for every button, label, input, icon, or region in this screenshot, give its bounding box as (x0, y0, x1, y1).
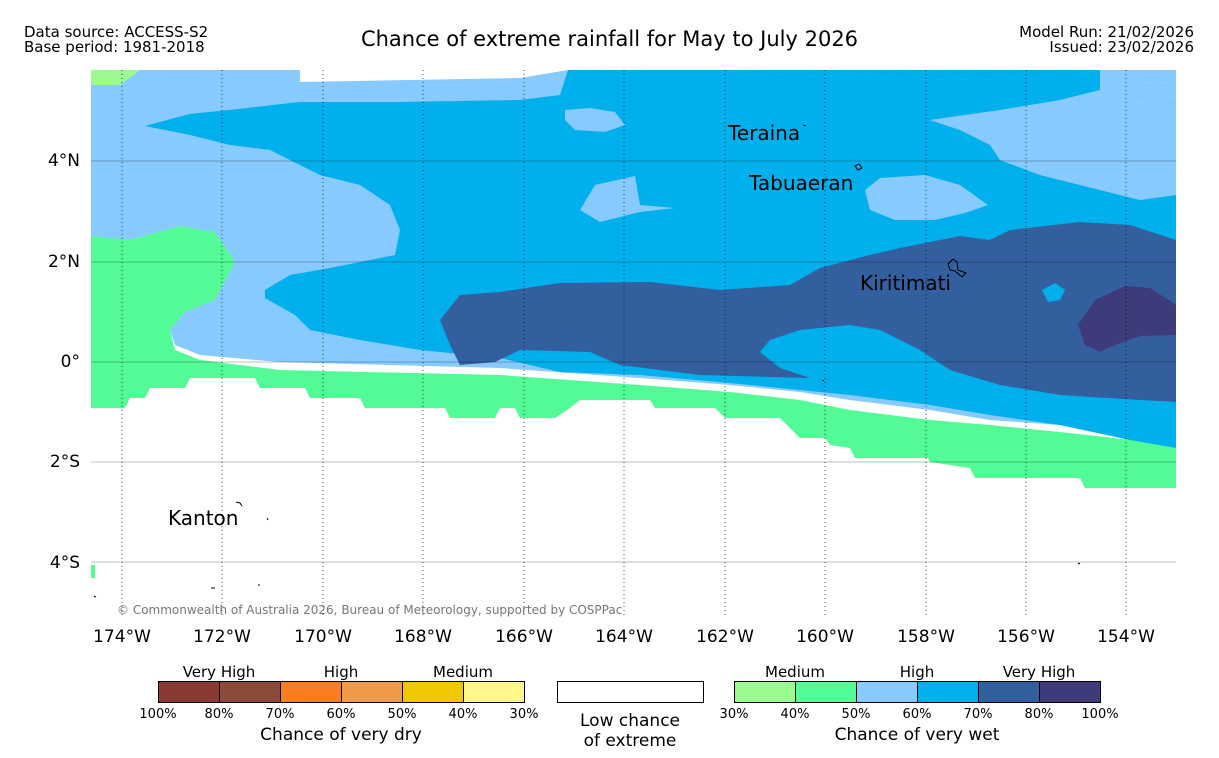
legend-swatch (979, 682, 1040, 702)
legend-low-line1: Low chance (580, 711, 680, 731)
x-tick-label: 162°W (696, 627, 754, 647)
legend-low-chance-caption: Low chance of extreme (580, 711, 680, 751)
place-label-tabuaeran: Tabuaeran (749, 171, 854, 195)
legend-low-line2: of extreme (583, 731, 677, 751)
model-run-text: Model Run: 21/02/2026 (1019, 23, 1194, 41)
y-tick-label: 4°S (49, 553, 80, 573)
wet-50-60-island-1 (565, 108, 625, 132)
legend-dry-tick: 100% (139, 707, 177, 722)
legend-wet-tick: 50% (841, 707, 871, 722)
legend-dry-group-label: High (323, 663, 359, 681)
legend-dry-tick: 30% (509, 707, 539, 722)
legend-dry-tick: 70% (265, 707, 295, 722)
legend-dry-colorbar (158, 681, 525, 703)
y-tick-label: 4°N (47, 151, 80, 171)
island-kanton (235, 501, 243, 507)
y-tick-label: 2°S (49, 452, 80, 472)
y-tick-label: 2°N (47, 252, 80, 272)
wet-60-70-main (145, 70, 1176, 448)
data-source-text: Data source: ACCESS-S2 (24, 23, 209, 41)
legend-wet-tick: 100% (1081, 707, 1119, 722)
island-kiritimati (947, 258, 967, 278)
island-teraina (802, 124, 807, 127)
legend-swatch (403, 682, 464, 702)
x-tick-label: 164°W (595, 627, 653, 647)
island-outlines (93, 124, 1081, 598)
legend-low-chance-swatch (557, 681, 704, 703)
wet-50-60-island-4 (930, 70, 1176, 200)
legend-wet-tick: 80% (1024, 707, 1054, 722)
legend-wet-group-label: Medium (765, 663, 825, 681)
island-small-2 (1077, 562, 1081, 565)
legend-swatch (796, 682, 857, 702)
legend-wet-colorbar (734, 681, 1101, 703)
x-tick-label: 174°W (93, 627, 151, 647)
wet-50-60-island-3 (865, 175, 988, 220)
place-label-kanton: Kanton (168, 506, 239, 530)
legend-dry-tick: 40% (448, 707, 478, 722)
chart-title: Chance of extreme rainfall for May to Ju… (360, 27, 859, 51)
legend-dry-group-label: Medium (433, 663, 493, 681)
island-small-6 (821, 379, 825, 382)
x-tick-label: 172°W (193, 627, 251, 647)
legend-swatch (464, 682, 524, 702)
x-tick-label: 158°W (897, 627, 955, 647)
legend-swatch (281, 682, 342, 702)
copyright-text: © Commonwealth of Australia 2026, Bureau… (117, 603, 623, 617)
place-label-kiritimati: Kiritimati (860, 271, 951, 295)
legend-wet-group-label: High (899, 663, 935, 681)
x-tick-label: 160°W (796, 627, 854, 647)
island-small-3 (93, 595, 97, 598)
legend-wet-tick: 30% (719, 707, 749, 722)
legend-wet-tick: 60% (902, 707, 932, 722)
legend-dry-tick: 50% (387, 707, 417, 722)
issued-text: Issued: 23/02/2026 (1049, 38, 1194, 56)
wet-80-100-region (1078, 286, 1176, 352)
island-small-4 (266, 517, 269, 521)
y-tick-label: 0° (60, 352, 80, 372)
x-tick-label: 156°W (997, 627, 1055, 647)
island-tabuaeran (854, 163, 863, 171)
legend-swatch (857, 682, 918, 702)
x-tick-label: 170°W (294, 627, 352, 647)
legend-swatch (159, 682, 220, 702)
wet-40-50-edge (91, 565, 95, 578)
wet-30-40-region (91, 70, 140, 85)
wet-60-70-blob (1042, 283, 1065, 302)
x-tick-label: 168°W (394, 627, 452, 647)
legend-dry-tick: 60% (326, 707, 356, 722)
wet-70-80-region (440, 222, 1176, 402)
legend-wet-caption: Chance of very wet (834, 725, 1000, 745)
place-label-teraina: Teraina (728, 121, 801, 145)
base-period-text: Base period: 1981-2018 (24, 38, 205, 56)
x-tick-label: 154°W (1097, 627, 1155, 647)
wet-40-50-region (91, 226, 1176, 488)
legend-dry-tick: 80% (204, 707, 234, 722)
legend-swatch (1040, 682, 1100, 702)
legend-wet-tick: 40% (780, 707, 810, 722)
legend-swatch (220, 682, 281, 702)
legend-dry-group-label: Very High (182, 663, 256, 681)
legend-swatch (918, 682, 979, 702)
legend-wet-tick: 70% (963, 707, 993, 722)
wet-50-60-island-2 (580, 176, 675, 222)
map-gridlines (91, 160, 1176, 563)
legend-dry-caption: Chance of very dry (260, 725, 422, 745)
x-tick-label: 166°W (495, 627, 553, 647)
legend-swatch (342, 682, 403, 702)
legend-swatch (735, 682, 796, 702)
legend-wet-group-label: Very High (1002, 663, 1076, 681)
